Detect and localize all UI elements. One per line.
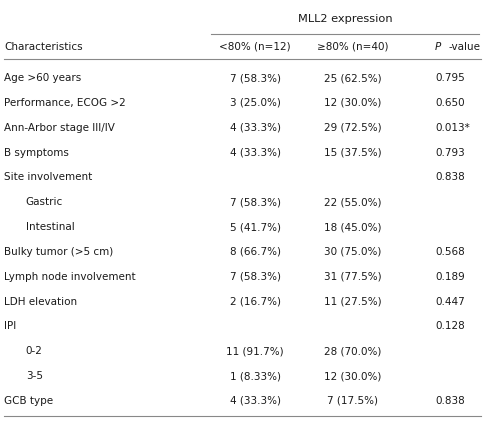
Text: <80% (n=12): <80% (n=12) [219,42,291,52]
Text: 22 (55.0%): 22 (55.0%) [324,197,381,207]
Text: 0.189: 0.189 [435,272,465,282]
Text: LDH elevation: LDH elevation [4,297,77,307]
Text: 0.795: 0.795 [435,73,465,83]
Text: IPI: IPI [4,321,16,332]
Text: Bulky tumor (>5 cm): Bulky tumor (>5 cm) [4,247,113,257]
Text: 18 (45.0%): 18 (45.0%) [324,222,381,232]
Text: 0.838: 0.838 [435,396,465,406]
Text: 4 (33.3%): 4 (33.3%) [230,123,280,133]
Text: 3-5: 3-5 [26,371,43,381]
Text: Age >60 years: Age >60 years [4,73,81,83]
Text: 0.838: 0.838 [435,173,465,182]
Text: 7 (58.3%): 7 (58.3%) [230,272,280,282]
Text: 0.568: 0.568 [435,247,465,257]
Text: Gastric: Gastric [26,197,63,207]
Text: 0.128: 0.128 [435,321,465,332]
Text: 4 (33.3%): 4 (33.3%) [230,396,280,406]
Text: 4 (33.3%): 4 (33.3%) [230,148,280,158]
Text: 29 (72.5%): 29 (72.5%) [324,123,381,133]
Text: Performance, ECOG >2: Performance, ECOG >2 [4,98,126,108]
Text: Site involvement: Site involvement [4,173,92,182]
Text: ≥80% (n=40): ≥80% (n=40) [316,42,388,52]
Text: 2 (16.7%): 2 (16.7%) [230,297,280,307]
Text: P: P [435,42,441,52]
Text: -value: -value [448,42,480,52]
Text: 7 (17.5%): 7 (17.5%) [327,396,378,406]
Text: Intestinal: Intestinal [26,222,74,232]
Text: 11 (27.5%): 11 (27.5%) [324,297,381,307]
Text: 31 (77.5%): 31 (77.5%) [324,272,381,282]
Text: Lymph node involvement: Lymph node involvement [4,272,136,282]
Text: 11 (91.7%): 11 (91.7%) [226,346,284,356]
Text: 12 (30.0%): 12 (30.0%) [324,98,381,108]
Text: 1 (8.33%): 1 (8.33%) [230,371,280,381]
Text: Characteristics: Characteristics [4,42,83,52]
Text: 0-2: 0-2 [26,346,43,356]
Text: 0.013*: 0.013* [435,123,470,133]
Text: 8 (66.7%): 8 (66.7%) [230,247,280,257]
Text: 0.447: 0.447 [435,297,465,307]
Text: 0.650: 0.650 [435,98,465,108]
Text: 15 (37.5%): 15 (37.5%) [324,148,381,158]
Text: MLL2 expression: MLL2 expression [298,14,392,24]
Text: 30 (75.0%): 30 (75.0%) [324,247,381,257]
Text: 0.793: 0.793 [435,148,465,158]
Text: 28 (70.0%): 28 (70.0%) [324,346,381,356]
Text: 7 (58.3%): 7 (58.3%) [230,197,280,207]
Text: 3 (25.0%): 3 (25.0%) [230,98,280,108]
Text: 7 (58.3%): 7 (58.3%) [230,73,280,83]
Text: 25 (62.5%): 25 (62.5%) [324,73,381,83]
Text: Ann-Arbor stage III/IV: Ann-Arbor stage III/IV [4,123,115,133]
Text: 5 (41.7%): 5 (41.7%) [230,222,280,232]
Text: GCB type: GCB type [4,396,53,406]
Text: 12 (30.0%): 12 (30.0%) [324,371,381,381]
Text: B symptoms: B symptoms [4,148,69,158]
